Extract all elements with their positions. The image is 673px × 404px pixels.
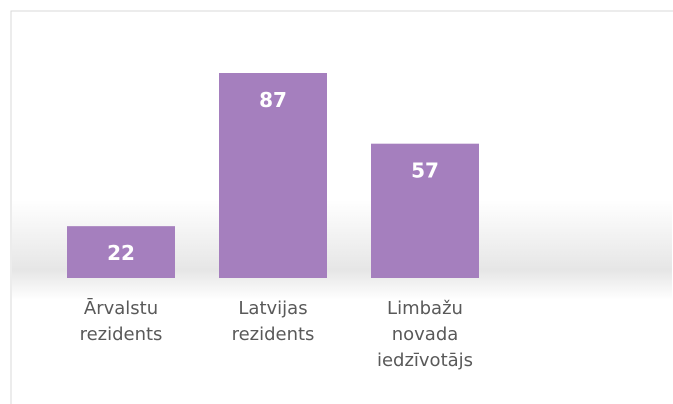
data-label: 57 bbox=[411, 159, 439, 183]
bar bbox=[67, 226, 175, 278]
x-tick-label: Latvijas rezidents bbox=[231, 298, 315, 345]
x-tick-label: Limbažu novada iedzīvotājs bbox=[376, 298, 474, 371]
data-label: 87 bbox=[259, 88, 287, 112]
data-label: 22 bbox=[107, 241, 135, 265]
bar bbox=[371, 143, 479, 278]
x-tick-label: Ārvalstu rezidents bbox=[79, 298, 163, 345]
bar bbox=[219, 73, 327, 278]
